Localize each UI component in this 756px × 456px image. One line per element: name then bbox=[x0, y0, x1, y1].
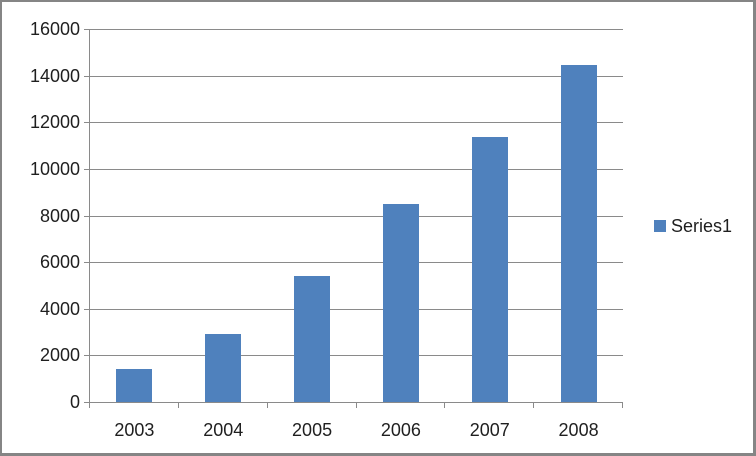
legend-label: Series1 bbox=[671, 216, 733, 236]
x-axis-tick-label: 2005 bbox=[292, 420, 333, 440]
gridline bbox=[84, 355, 623, 357]
bar-2003 bbox=[116, 369, 153, 402]
gridline bbox=[84, 215, 623, 217]
x-axis-tick-label: 2006 bbox=[380, 420, 421, 440]
x-axis-tick-mark bbox=[177, 402, 179, 408]
gridline bbox=[84, 75, 623, 77]
bar-2005 bbox=[294, 276, 331, 402]
x-axis-tick-mark bbox=[266, 402, 268, 408]
legend: Series1 bbox=[654, 216, 732, 236]
x-axis-tick-label: 2007 bbox=[469, 420, 510, 440]
y-axis-tick-label: 10000 bbox=[29, 158, 80, 179]
gridline bbox=[84, 168, 623, 170]
legend-series-marker-icon bbox=[654, 220, 666, 232]
x-axis-tick-mark bbox=[622, 402, 623, 408]
bar-2008 bbox=[560, 65, 597, 402]
gridline bbox=[84, 402, 623, 403]
gridline bbox=[84, 122, 623, 124]
x-axis-tick-label: 2008 bbox=[558, 420, 599, 440]
y-axis-tick-label: 12000 bbox=[29, 112, 80, 133]
gridline bbox=[84, 262, 623, 264]
gridline bbox=[84, 308, 623, 310]
bar-2006 bbox=[382, 203, 419, 402]
x-axis-tick-mark bbox=[355, 402, 357, 408]
bar-2007 bbox=[471, 137, 508, 402]
y-axis-tick-label: 2000 bbox=[39, 345, 80, 366]
y-axis-tick-label: 14000 bbox=[29, 65, 80, 86]
y-axis-line bbox=[89, 29, 90, 408]
x-axis-tick-label: 2003 bbox=[114, 420, 155, 440]
bar-2004 bbox=[205, 334, 242, 402]
x-axis-tick-label: 2004 bbox=[203, 420, 244, 440]
x-axis-tick-mark bbox=[444, 402, 446, 408]
x-axis-tick-mark bbox=[533, 402, 535, 408]
y-axis-tick-label: 6000 bbox=[39, 252, 80, 273]
y-axis-tick-label: 0 bbox=[69, 392, 80, 412]
y-axis-tick-label: 4000 bbox=[39, 298, 80, 319]
y-axis-tick-label: 8000 bbox=[39, 205, 80, 226]
gridline bbox=[84, 29, 623, 30]
y-axis-tick-label: 16000 bbox=[29, 19, 80, 39]
